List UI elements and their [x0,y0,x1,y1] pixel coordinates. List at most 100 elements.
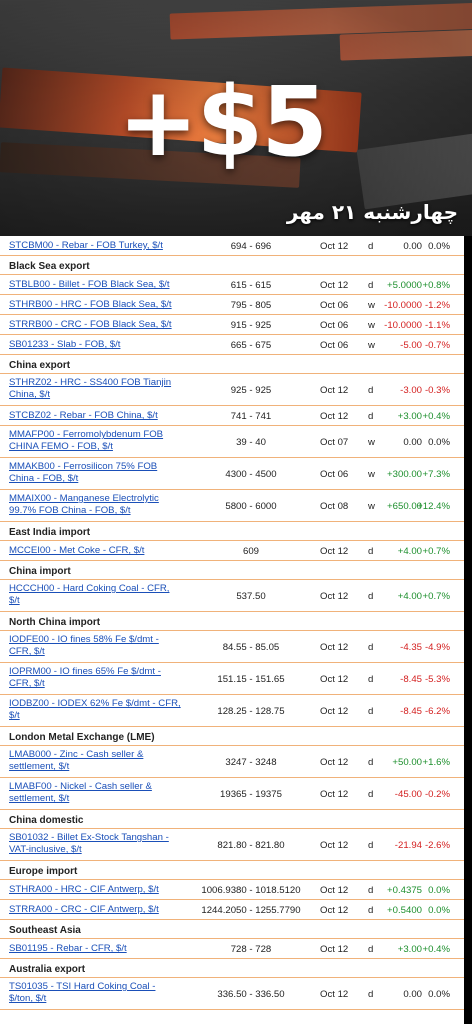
price-link-line: STHRA00 - HRC - CIF Antwerp, $/t [9,884,159,895]
assessment-date: Oct 06 [320,299,349,311]
price-link[interactable]: IOPRM00 - IO fines 65% Fe $/dmt - CFR, $/… [9,666,161,690]
frequency-flag: d [368,410,374,422]
change-value: +3.00 [397,943,422,955]
frequency-flag: d [368,943,374,955]
price-link[interactable]: STHRZ02 - HRC - SS400 FOB Tianjin China, … [9,377,171,401]
price-link[interactable]: MMAKB00 - Ferrosilicon 75% FOB China - FO… [9,461,157,485]
price-range: 821.80 - 821.80 [217,839,285,851]
table-row: LMABF00 - Nickel - Cash seller & settleme… [0,778,464,810]
price-range: 4300 - 4500 [225,468,277,480]
change-percent: -5.3% [424,673,450,685]
change-percent: +7.3% [422,468,450,480]
table-row: TS01035 - TSI Hard Coking Coal - $/ton, $… [0,978,464,1010]
table-row: SB01195 - Rebar - CFR, $/t 728 - 728 Oct 1… [0,939,464,959]
price-link-line: MMAKB00 - Ferrosilicon 75% FOB [9,461,158,472]
price-link-line: STHRB00 - HRC - FOB Black Sea, $/t [9,299,172,310]
section-header: Australia export [0,959,464,978]
table-row: LMAB000 - Zinc - Cash seller & settlement… [0,746,464,778]
price-link[interactable]: STBLB00 - Billet - FOB Black Sea, $/t [9,279,170,291]
change-percent: -6.2% [424,705,450,717]
assessment-date: Oct 06 [320,319,349,331]
price-range: 925 - 925 [230,384,272,396]
change-value: 0.00 [403,436,422,448]
price-link-line: STHRZ02 - HRC - SS400 FOB Tianjin [9,377,172,388]
change-value: +5.0000 [387,279,422,291]
frequency-flag: d [368,705,374,717]
section-header: China import [0,561,464,580]
change-percent: -4.9% [424,641,450,653]
frequency-flag: d [368,641,374,653]
frequency-flag: w [368,299,375,311]
price-link-line: STCBM00 - Rebar - FOB Turkey, $/t [9,240,163,251]
price-link[interactable]: STHRA00 - HRC - CIF Antwerp, $/t [9,884,159,896]
price-range: 128.25 - 128.75 [217,705,285,717]
table-row: STCBM00 - Rebar - FOB Turkey, $/t 694 - 6… [0,236,464,256]
price-link-line: TS01035 - TSI Hard Coking Coal - [9,981,156,992]
price-link[interactable]: STCBZ02 - Rebar - FOB China, $/t [9,410,158,422]
price-link[interactable]: HCCCH00 - Hard Coking Coal - CFR, $/t [9,583,169,607]
assessment-date: Oct 08 [320,500,349,512]
price-link[interactable]: SB01195 - Rebar - CFR, $/t [9,943,127,955]
price-link[interactable]: TS01035 - TSI Hard Coking Coal - $/ton, $… [9,981,155,1005]
assessment-date: Oct 12 [320,988,349,1000]
change-percent: -0.7% [424,339,450,351]
price-link-line: CHINA FEMO - FOB, $/t [9,441,113,452]
price-link[interactable]: IODBZ00 - IODEX 62% Fe $/dmt - CFR, $/t [9,698,181,722]
assessment-date: Oct 12 [320,705,349,717]
price-range: 39 - 40 [236,436,266,448]
price-link[interactable]: STHRB00 - HRC - FOB Black Sea, $/t [9,299,172,311]
table-row: MMAFP00 - Ferromolybdenum FOB CHINA FEMO … [0,426,464,458]
price-range: 5800 - 6000 [225,500,277,512]
assessment-date: Oct 12 [320,788,349,800]
table-row: STRRA00 - CRC - CIF Antwerp, $/t 1244.205… [0,900,464,920]
price-range: 537.50 [236,590,266,602]
change-percent: +0.4% [422,943,450,955]
assessment-date: Oct 07 [320,436,349,448]
change-percent: -0.3% [424,384,450,396]
price-link-line: $/t [9,595,20,606]
price-link[interactable]: SB01233 - Slab - FOB, $/t [9,339,120,351]
change-value: -45.00 [394,788,422,800]
change-percent: 0.0% [428,904,450,916]
assessment-date: Oct 12 [320,590,349,602]
section-header: China export [0,355,464,374]
price-link[interactable]: STRRA00 - CRC - CIF Antwerp, $/t [9,904,159,916]
hero-banner: +$5 چهارشنبه ۲۱ مهر [0,0,472,236]
assessment-date: Oct 12 [320,545,349,557]
price-link[interactable]: MMAFP00 - Ferromolybdenum FOB CHINA FEMO … [9,429,163,453]
price-link-line: SB01032 - Billet Ex-Stock Tangshan - [9,832,169,843]
price-link[interactable]: SB01032 - Billet Ex-Stock Tangshan - VAT-… [9,832,169,856]
table-row: STRRB00 - CRC - FOB Black Sea, $/t 915 - … [0,315,464,335]
right-edge [464,236,472,1024]
price-link-line: IODFE00 - IO fines 58% Fe $/dmt - [9,634,159,645]
price-link-line: STBLB00 - Billet - FOB Black Sea, $/t [9,279,170,290]
frequency-flag: d [368,590,374,602]
price-link[interactable]: STRRB00 - CRC - FOB Black Sea, $/t [9,319,172,331]
change-value: -10.0000 [384,319,422,331]
frequency-flag: w [368,500,375,512]
price-link-line: $/t [9,710,20,721]
price-link[interactable]: LMABF00 - Nickel - Cash seller & settleme… [9,781,152,805]
table-row: IODFE00 - IO fines 58% Fe $/dmt - CFR, $/… [0,631,464,663]
price-link[interactable]: MCCEI00 - Met Coke - CFR, $/t [9,545,144,557]
change-percent: 0.0% [428,436,450,448]
price-range: 741 - 741 [230,410,272,422]
price-link[interactable]: LMAB000 - Zinc - Cash seller & settlement… [9,749,143,773]
assessment-date: Oct 12 [320,943,349,955]
frequency-flag: d [368,756,374,768]
price-link[interactable]: MMAIX00 - Manganese Electrolytic 99.7% FO… [9,493,159,517]
assessment-date: Oct 12 [320,641,349,653]
frequency-flag: d [368,884,374,896]
change-percent: +0.4% [422,410,450,422]
price-link-line: CFR, $/t [9,678,45,689]
price-link[interactable]: IODFE00 - IO fines 58% Fe $/dmt - CFR, $/… [9,634,159,658]
price-range: 1006.9380 - 1018.5120 [201,884,301,896]
section-header: East India import [0,522,464,541]
price-link-line: settlement, $/t [9,793,70,804]
table-row: STCBZ02 - Rebar - FOB China, $/t 741 - 74… [0,406,464,426]
change-value: 0.00 [403,240,422,252]
price-link[interactable]: STCBM00 - Rebar - FOB Turkey, $/t [9,240,163,252]
change-value: -3.00 [400,384,422,396]
price-link-line: MMAFP00 - Ferromolybdenum FOB [9,429,164,440]
price-link-line: IOPRM00 - IO fines 65% Fe $/dmt - [9,666,161,677]
